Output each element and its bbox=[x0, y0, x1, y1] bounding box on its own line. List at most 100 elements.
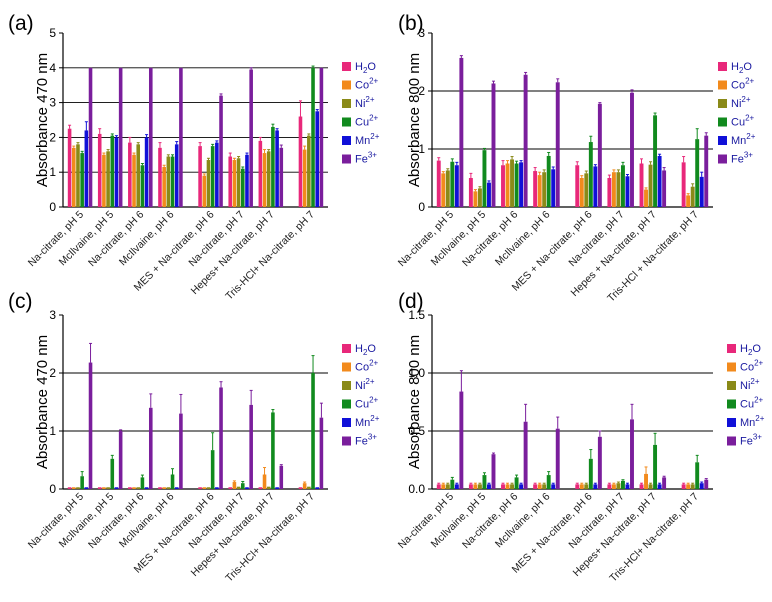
bar bbox=[441, 484, 446, 489]
bar bbox=[179, 413, 183, 489]
bar bbox=[174, 144, 179, 207]
bar bbox=[644, 189, 648, 207]
bar bbox=[501, 484, 505, 489]
legend-swatch bbox=[718, 154, 727, 164]
bar bbox=[519, 484, 524, 489]
bar bbox=[482, 150, 487, 207]
legend-swatch bbox=[718, 80, 727, 90]
bar bbox=[519, 162, 524, 207]
bar bbox=[575, 165, 580, 207]
legend-swatch bbox=[342, 136, 351, 145]
category-label: Na-citrate, pH 5 bbox=[396, 209, 457, 270]
bar bbox=[584, 484, 589, 489]
bar bbox=[114, 137, 119, 207]
bar bbox=[704, 479, 709, 489]
bar bbox=[76, 144, 80, 207]
y-axis-label: Absorbance 470 nm bbox=[34, 53, 51, 187]
bar bbox=[514, 163, 519, 207]
y-tick-label: 1.5 bbox=[408, 308, 425, 322]
bar bbox=[174, 487, 179, 489]
bar bbox=[315, 487, 320, 489]
bar bbox=[80, 476, 84, 489]
bar bbox=[482, 475, 487, 489]
legend-swatch bbox=[727, 436, 736, 446]
panel-label: (b) bbox=[398, 12, 424, 35]
bar bbox=[240, 168, 245, 207]
legend-entry: H2O bbox=[355, 343, 376, 357]
legend-swatch bbox=[342, 154, 351, 164]
bar bbox=[510, 484, 515, 489]
bar bbox=[128, 487, 132, 489]
legend-swatch bbox=[718, 62, 727, 71]
bar bbox=[523, 74, 528, 207]
bar bbox=[454, 484, 459, 489]
bar bbox=[551, 484, 556, 489]
bar bbox=[546, 475, 551, 489]
bar bbox=[279, 465, 284, 489]
bar bbox=[491, 454, 496, 489]
bar bbox=[441, 173, 446, 207]
bar bbox=[611, 172, 616, 207]
bar bbox=[533, 484, 538, 489]
legend-swatch bbox=[727, 399, 736, 409]
legend-swatch bbox=[342, 99, 351, 108]
bar bbox=[611, 484, 616, 489]
bar bbox=[523, 421, 528, 489]
y-tick-label: 3 bbox=[49, 96, 56, 110]
bar bbox=[262, 153, 267, 207]
bar bbox=[311, 67, 315, 207]
y-tick-label: 0.0 bbox=[408, 482, 425, 496]
bar bbox=[198, 487, 202, 489]
bar bbox=[144, 487, 149, 489]
y-tick-label: 0.5 bbox=[408, 424, 425, 438]
bar bbox=[620, 480, 625, 489]
bar bbox=[588, 142, 593, 207]
bar bbox=[202, 175, 207, 207]
legend-entry: Co2+ bbox=[355, 77, 379, 92]
bar bbox=[71, 487, 76, 489]
bar bbox=[236, 158, 241, 207]
bar bbox=[210, 450, 215, 489]
bar bbox=[468, 484, 473, 489]
bar bbox=[616, 483, 621, 489]
category-label: Na-citrate, pH 6 bbox=[460, 209, 521, 270]
bar bbox=[106, 487, 110, 489]
bar bbox=[258, 487, 263, 489]
legend-swatch bbox=[342, 80, 351, 90]
bar bbox=[166, 487, 171, 489]
y-tick-label: 4 bbox=[49, 61, 56, 75]
bar bbox=[266, 151, 271, 207]
bar bbox=[607, 484, 612, 489]
bar bbox=[110, 135, 115, 207]
bar bbox=[198, 146, 202, 207]
bar bbox=[158, 147, 162, 207]
category-label: Na-citrate, pH 7 bbox=[566, 209, 627, 270]
legend-entry: Cu2+ bbox=[355, 396, 379, 411]
bar bbox=[657, 484, 662, 489]
bar bbox=[644, 473, 648, 489]
bar bbox=[275, 130, 279, 207]
legend-swatch bbox=[342, 418, 351, 427]
bar bbox=[662, 477, 667, 489]
legend-entry: Co2+ bbox=[731, 77, 755, 92]
bar bbox=[307, 135, 311, 207]
bar bbox=[136, 144, 141, 207]
bar bbox=[162, 487, 166, 489]
bar bbox=[542, 484, 547, 489]
bar bbox=[505, 163, 510, 207]
bar bbox=[510, 159, 515, 207]
legend-entry: Ni2+ bbox=[355, 95, 375, 110]
legend-entry: Cu2+ bbox=[731, 114, 755, 129]
bar bbox=[76, 487, 80, 489]
bar bbox=[662, 170, 667, 207]
legend-entry: Mn2+ bbox=[731, 132, 756, 147]
legend-entry: Ni2+ bbox=[731, 95, 751, 110]
bar bbox=[551, 169, 556, 207]
legend-swatch bbox=[342, 362, 351, 372]
y-tick-label: 1 bbox=[49, 424, 56, 438]
bar bbox=[215, 142, 219, 207]
legend-swatch bbox=[342, 344, 351, 353]
bar bbox=[148, 67, 153, 207]
bar bbox=[67, 128, 72, 207]
